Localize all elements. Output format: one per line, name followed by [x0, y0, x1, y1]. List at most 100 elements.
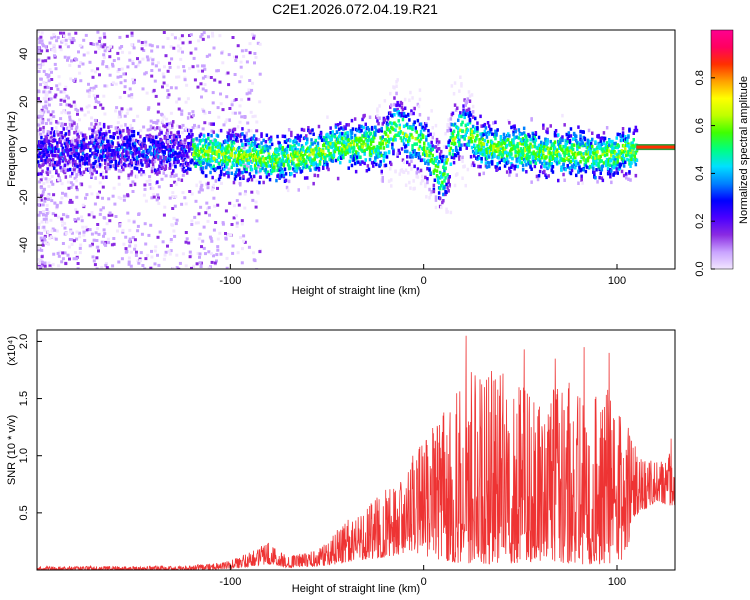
spectrogram-cell: [111, 81, 115, 85]
spectrogram-cell: [45, 107, 49, 111]
spectrogram-cell: [389, 130, 392, 134]
spectrogram-cell: [70, 127, 74, 130]
spectrogram-cell: [251, 198, 255, 202]
spectrogram-cell: [172, 133, 176, 137]
spectrogram-cell: [73, 121, 76, 125]
spectrogram-cell: [487, 132, 491, 136]
spectrogram-cell: [563, 158, 566, 163]
spectrogram-cell: [162, 31, 166, 34]
spectrogram-cell: [426, 166, 429, 171]
spectrogram-cell: [543, 169, 546, 174]
spectrogram-cell: [449, 136, 453, 140]
spectrogram-cell: [226, 157, 229, 162]
spectrogram-cell: [166, 139, 170, 144]
spectrogram-cell: [247, 159, 250, 163]
spectrogram-cell: [498, 160, 501, 165]
spectrogram-cell: [222, 159, 225, 163]
spectrogram-cell: [501, 153, 505, 157]
spectrogram-cell: [442, 199, 445, 203]
spectrogram-cell: [580, 155, 583, 160]
spectrogram-cell: [518, 160, 522, 165]
spectrogram-cell: [87, 144, 90, 149]
spectrogram-cell: [102, 32, 106, 36]
spectrogram-cell: [263, 148, 266, 153]
spectrogram-cell: [68, 238, 72, 241]
spectrogram-cell: [258, 180, 261, 185]
spectrogram-cell: [183, 128, 187, 132]
spectrogram-cell: [118, 35, 122, 39]
spectrogram-cell: [549, 139, 552, 144]
spectrogram-cell: [50, 36, 54, 40]
spectrogram-cell: [62, 165, 66, 169]
spectrogram-cell: [503, 164, 507, 168]
spectrogram-cell: [37, 70, 41, 73]
spectrogram-cell: [170, 121, 174, 125]
spectrogram-cell: [126, 143, 129, 148]
spectrogram-cell: [281, 134, 285, 138]
spectrogram-cell: [150, 69, 154, 72]
spectrogram-cell: [569, 127, 573, 131]
spectrogram-cell: [387, 128, 391, 132]
spectrogram-cell: [480, 124, 483, 128]
spectrogram-cell: [201, 87, 205, 91]
spectrogram-cell: [301, 154, 305, 158]
spectrogram-cell: [394, 169, 397, 174]
spectrogram-cell: [449, 146, 453, 150]
spectrogram-cell: [133, 182, 137, 187]
spectrogram-cell: [78, 251, 82, 255]
spectrogram-cell: [444, 131, 447, 136]
spectrogram-cell: [384, 141, 388, 146]
spectrogram-cell: [449, 128, 453, 133]
spectrogram-cell: [351, 127, 355, 131]
spectrogram-cell: [76, 141, 79, 145]
spectrogram-cell: [466, 97, 470, 101]
spectrogram-cell: [295, 163, 298, 167]
spectrogram-cell: [37, 262, 41, 265]
spectrogram-cell: [482, 144, 485, 148]
spectrogram-cell: [202, 225, 206, 229]
spectrogram-cell: [87, 82, 90, 86]
spectrogram-cell: [175, 173, 178, 177]
spectrogram-cell: [571, 137, 575, 141]
spectrogram-cell: [107, 125, 110, 129]
spectrogram-cell: [133, 238, 137, 242]
spectrogram-cell: [202, 31, 206, 35]
spectrogram-cell: [236, 44, 240, 48]
spectrogram-cell: [377, 146, 380, 150]
spectrogram-cell: [427, 129, 430, 133]
spectrogram-cell: [471, 149, 475, 154]
spectrogram-cell: [181, 150, 185, 154]
spectrogram-cell: [123, 79, 127, 83]
spectrogram-cell: [158, 126, 161, 130]
spectrogram-cell: [319, 135, 323, 140]
spectrogram-cell: [233, 127, 237, 132]
spectrogram-cell: [433, 168, 437, 172]
spectrogram-cell: [210, 139, 214, 143]
spectrogram-cell: [111, 264, 115, 268]
spectrogram-cell: [172, 120, 175, 124]
spectrogram-cell: [465, 130, 468, 134]
spectrogram-cell: [156, 119, 160, 123]
spectrogram-cell: [134, 254, 138, 257]
spectrogram-cell: [202, 109, 206, 113]
spectrogram-cell: [164, 54, 168, 58]
spectrogram-cell: [449, 210, 453, 215]
spectrogram-cell: [490, 145, 493, 149]
spectrogram-cell: [177, 141, 180, 145]
spectrogram-cell: [140, 160, 143, 165]
spectrogram-cell: [225, 256, 229, 260]
spectrogram-cell: [227, 53, 231, 57]
spectrogram-cell: [537, 152, 541, 156]
spectrogram-cell: [167, 149, 171, 154]
spectrogram-cell: [158, 148, 161, 153]
spectrogram-cell: [57, 75, 61, 79]
spectrogram-cell: [294, 138, 297, 143]
spectrogram-cell: [494, 136, 497, 141]
spectrogram-cell: [406, 134, 409, 139]
spectrogram-cell: [165, 83, 169, 87]
spectrogram-cell: [277, 173, 280, 177]
spectrogram-cell: [208, 146, 211, 150]
spectrogram-cell: [238, 104, 242, 108]
spectrogram-cell: [216, 134, 220, 138]
spectrogram-cell: [233, 154, 237, 158]
